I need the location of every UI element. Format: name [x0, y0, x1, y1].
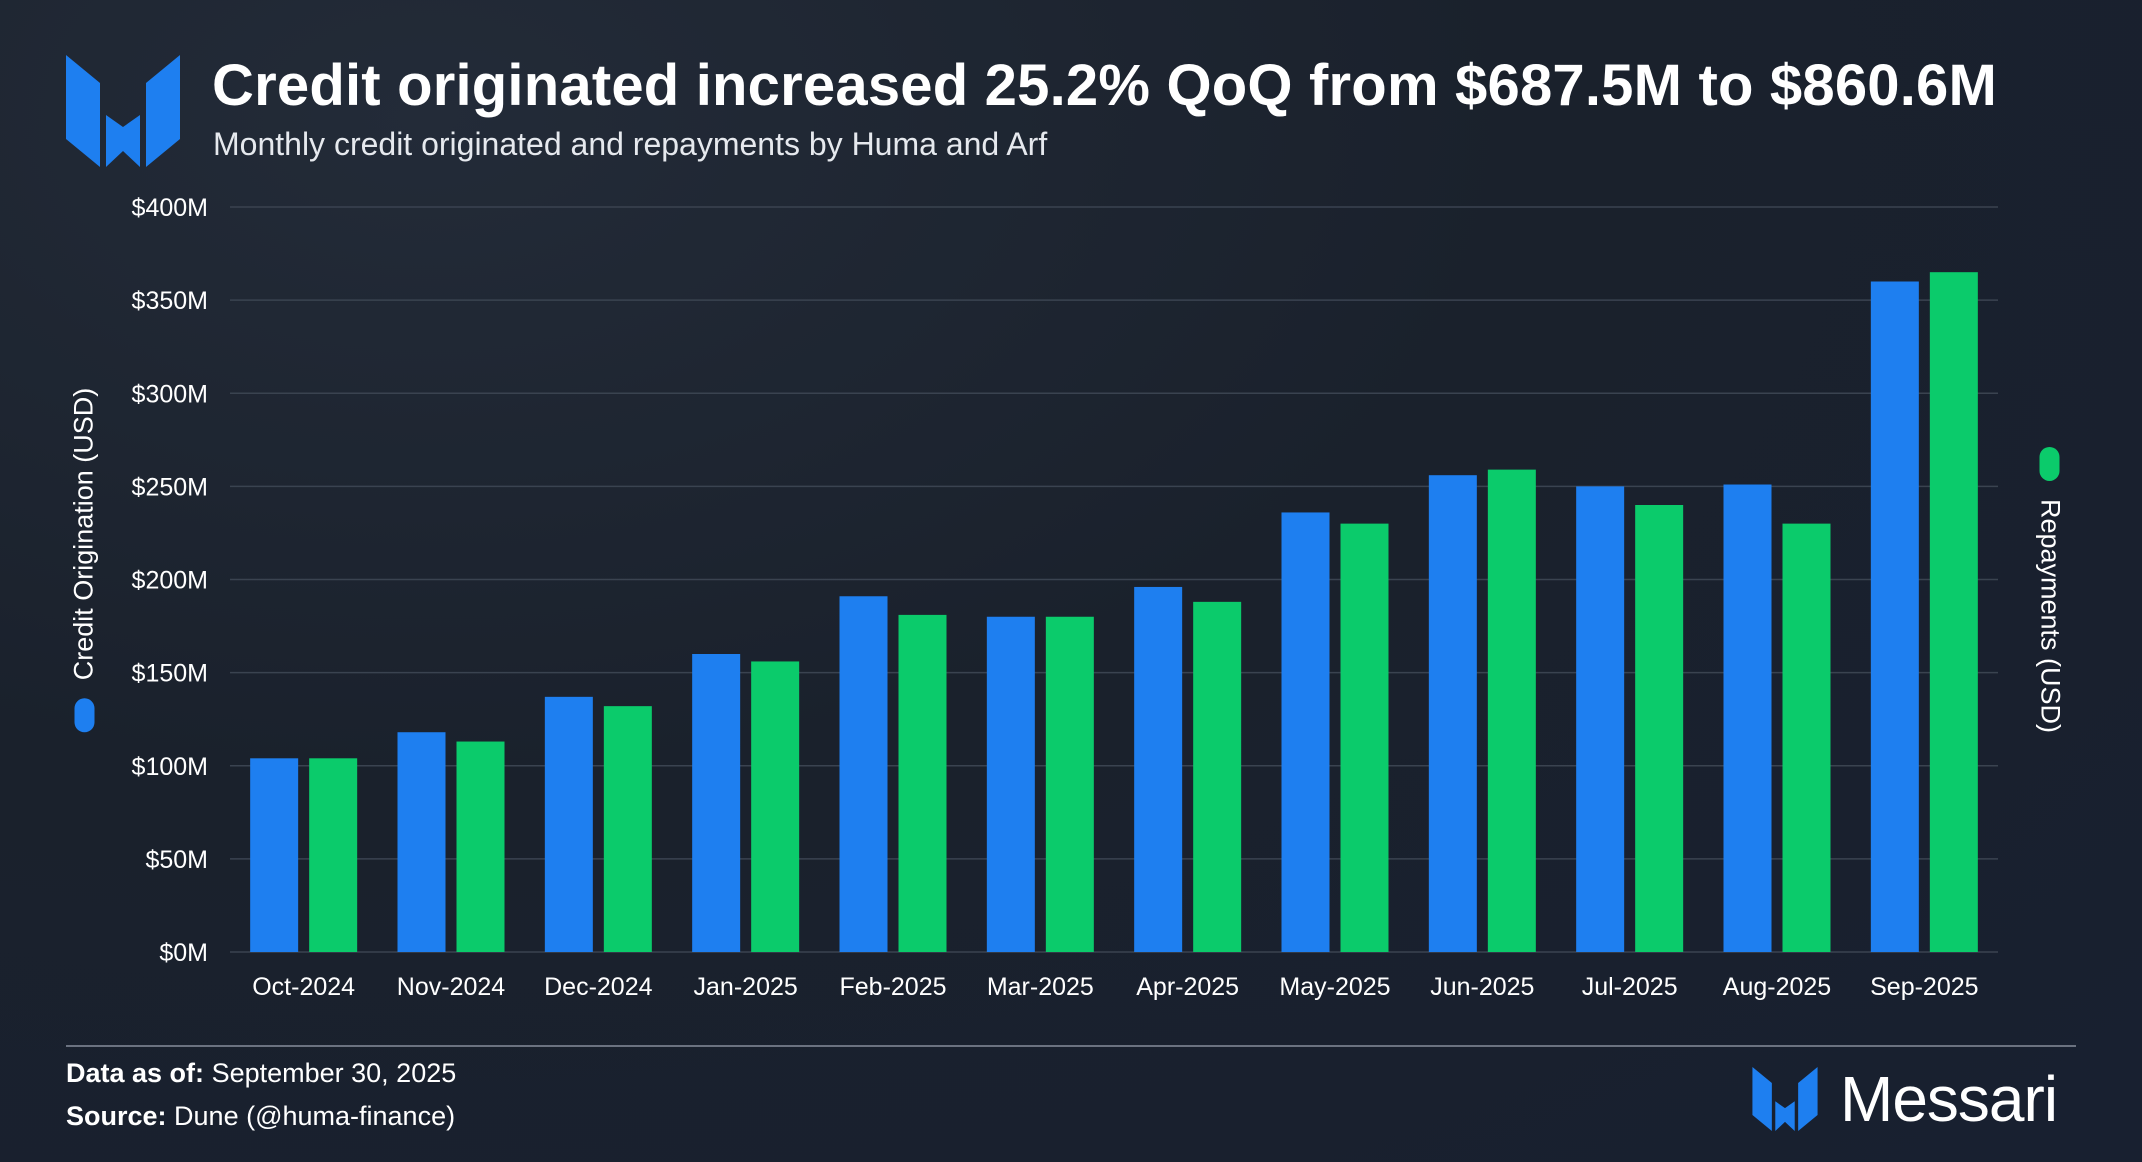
x-tick-label: Sep-2025: [1870, 973, 1978, 1001]
source: Source: Dune (@huma-finance): [66, 1101, 455, 1132]
bar-repayments: [456, 741, 505, 952]
bar-credit: [544, 696, 593, 952]
x-tick-label: Nov-2024: [397, 973, 505, 1001]
y-axis-label-credit: Credit Origination (USD): [68, 387, 99, 681]
bar-credit: [692, 654, 741, 952]
data-as-of-value: September 30, 2025: [211, 1058, 457, 1088]
bar-credit: [1428, 475, 1477, 952]
repayments-legend-swatch: [2040, 446, 2060, 481]
bar-credit: [1281, 512, 1330, 952]
x-tick-label: Jul-2025: [1582, 973, 1678, 1001]
credit-legend-swatch: [74, 698, 94, 733]
chart-title: Credit originated increased 25.2% QoQ fr…: [212, 53, 1998, 118]
bar-credit: [1870, 281, 1919, 952]
bar-credit: [1134, 586, 1183, 952]
bar-repayments: [603, 706, 652, 952]
messari-logo-icon: [66, 55, 180, 167]
bar-repayments: [1193, 601, 1242, 952]
x-tick-label: Apr-2025: [1136, 973, 1239, 1001]
y-tick-label: $250M: [132, 473, 208, 501]
bar-credit: [1723, 484, 1772, 952]
brand-name: Messari: [1840, 1063, 2058, 1135]
bar-repayments: [1045, 616, 1094, 952]
y-tick-label: $50M: [145, 846, 208, 874]
x-tick-label: Aug-2025: [1723, 973, 1831, 1001]
x-tick-label: May-2025: [1279, 973, 1390, 1001]
x-tick-label: Jan-2025: [694, 973, 798, 1001]
bar-repayments: [898, 614, 947, 952]
bar-credit: [250, 758, 299, 952]
x-tick-label: Jun-2025: [1430, 973, 1534, 1001]
bar-repayments: [1929, 272, 1978, 952]
messari-brand-icon: [1752, 1067, 1818, 1131]
y-tick-label: $200M: [132, 567, 208, 595]
bar-credit: [1576, 486, 1625, 952]
y-tick-label: $400M: [132, 194, 208, 222]
bar-credit: [839, 596, 888, 952]
y-axis-title-right: Repayments (USD): [2035, 446, 2066, 734]
source-label: Source:: [66, 1101, 167, 1131]
data-as-of-label: Data as of:: [66, 1058, 205, 1088]
data-as-of: Data as of: September 30, 2025: [66, 1058, 456, 1089]
x-tick-label: Dec-2024: [544, 973, 652, 1001]
brand-lockup: Messari: [1752, 1062, 2058, 1136]
x-tick-label: Feb-2025: [839, 973, 946, 1001]
y-tick-label: $0M: [159, 939, 208, 967]
bar-repayments: [1782, 523, 1831, 952]
y-tick-label: $100M: [132, 753, 208, 781]
source-value: Dune (@huma-finance): [174, 1101, 456, 1131]
y-tick-label: $150M: [132, 660, 208, 688]
x-tick-label: Oct-2024: [252, 973, 355, 1001]
bar-repayments: [1487, 469, 1536, 952]
bar-repayments: [751, 661, 800, 952]
bar-credit: [397, 732, 446, 952]
bar-repayments: [1635, 505, 1684, 952]
y-axis-title-left: Credit Origination (USD): [69, 388, 100, 733]
bar-repayments: [309, 758, 358, 952]
y-tick-label: $300M: [132, 380, 208, 408]
y-axis-label-repayments: Repayments (USD): [2035, 498, 2066, 734]
bar-credit: [986, 616, 1035, 952]
chart-subtitle: Monthly credit originated and repayments…: [213, 126, 1048, 162]
bar-repayments: [1340, 523, 1389, 952]
footer-divider: [66, 1045, 2076, 1047]
y-tick-label: $350M: [132, 287, 208, 315]
x-tick-label: Mar-2025: [987, 973, 1094, 1001]
